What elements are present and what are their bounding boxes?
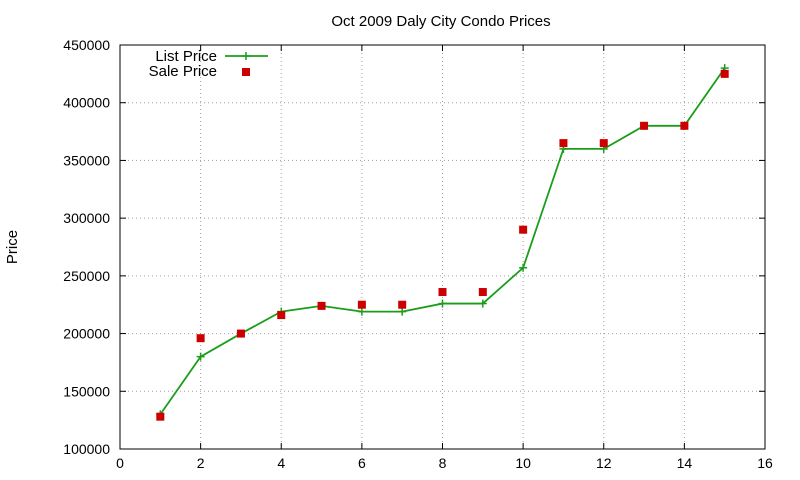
sale-price-point (559, 139, 568, 148)
list-price-point (357, 307, 366, 316)
sale-price-point (519, 225, 528, 234)
x-tick-label: 8 (439, 455, 447, 471)
y-axis-title: Price (4, 230, 21, 264)
x-tick-label: 14 (677, 455, 693, 471)
list-price-point (478, 299, 487, 308)
y-tick-label: 100000 (63, 441, 110, 457)
x-tick-label: 12 (596, 455, 612, 471)
chart-title: Oct 2009 Daly City Condo Prices (331, 13, 550, 30)
x-tick-label: 0 (116, 455, 124, 471)
sale-price-point (680, 121, 689, 130)
x-tick-label: 10 (515, 455, 531, 471)
x-tick-label: 16 (757, 455, 773, 471)
legend-marker-list-price (242, 52, 250, 60)
y-tick-label: 350000 (63, 152, 110, 168)
sale-price-point (196, 334, 205, 343)
sale-price-point (398, 300, 407, 309)
y-tick-label: 450000 (63, 37, 110, 53)
y-tick-label: 200000 (63, 326, 110, 342)
sale-price-point (277, 311, 286, 320)
legend-label-list-price: List Price (155, 48, 217, 65)
sale-price-point (438, 288, 447, 297)
list-price-point (438, 299, 447, 308)
legend-marker-sale-price (242, 68, 250, 76)
grid-lines (120, 45, 765, 449)
y-tick-label: 400000 (63, 95, 110, 111)
sale-price-point (156, 412, 165, 421)
sale-price-point (599, 139, 608, 148)
sale-price-point (236, 329, 245, 338)
sale-price-point (317, 301, 326, 310)
y-tick-label: 150000 (63, 383, 110, 399)
list-price-point (398, 307, 407, 316)
sale-price-point (720, 69, 729, 78)
y-tick-label: 300000 (63, 210, 110, 226)
sale-price-point (357, 300, 366, 309)
legend-label-sale-price: Sale Price (149, 63, 217, 80)
axes: 0 2 4 6 8 10 12 14 16 100000 150000 200000 250000 300… (63, 37, 773, 471)
sale-price-point (478, 288, 487, 297)
x-tick-label: 2 (197, 455, 205, 471)
y-tick-label: 250000 (63, 268, 110, 284)
x-tick-label: 6 (358, 455, 366, 471)
series-layer (156, 64, 729, 421)
x-tick-label: 4 (277, 455, 285, 471)
list-price-point (519, 263, 528, 272)
sale-price-point (640, 121, 649, 130)
list-price-point (196, 352, 205, 361)
